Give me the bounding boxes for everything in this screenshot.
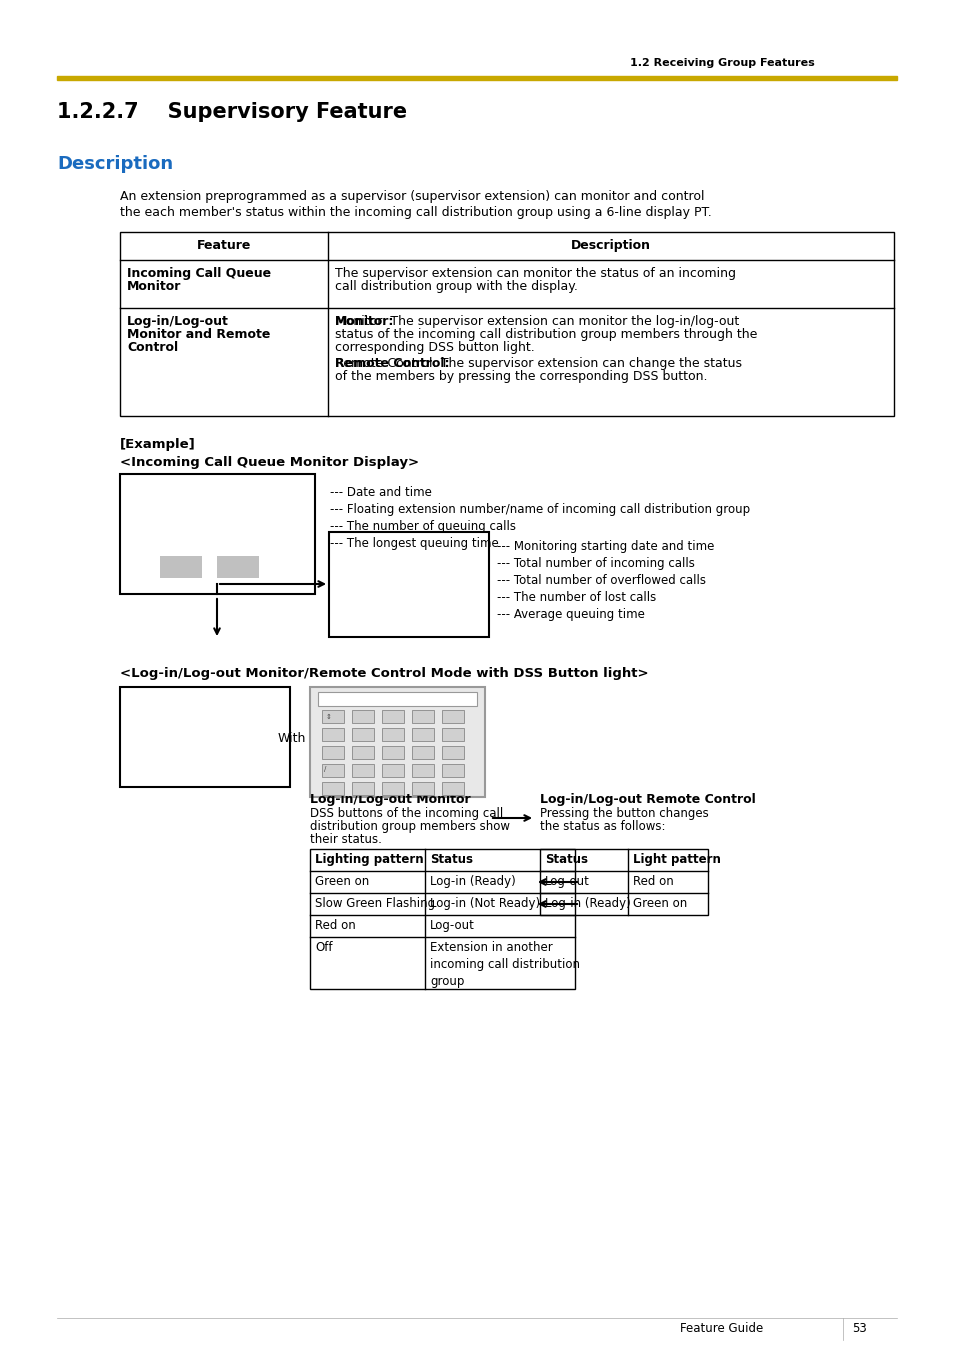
Text: --- Date and time: --- Date and time — [330, 486, 432, 499]
Text: --- Floating extension number/name of incoming call distribution group: --- Floating extension number/name of in… — [330, 503, 749, 516]
Text: --- The number of lost calls: --- The number of lost calls — [497, 590, 656, 604]
Text: <Incoming Call Queue Monitor Display>: <Incoming Call Queue Monitor Display> — [120, 457, 418, 469]
Bar — [120, 688, 290, 788]
Bar — [322, 711, 344, 723]
Bar — [381, 782, 403, 794]
Bar — [412, 782, 434, 794]
Text: Remote Control: The supervisor extension can change the status: Remote Control: The supervisor extension… — [335, 357, 741, 370]
Text: distribution group members show: distribution group members show — [310, 820, 510, 834]
Text: Log-in/Log-out Remote Control: Log-in/Log-out Remote Control — [539, 793, 755, 807]
Text: <Log-in/Log-out Monitor/Remote Control Mode with DSS Button light>: <Log-in/Log-out Monitor/Remote Control M… — [120, 667, 648, 680]
Bar — [381, 711, 403, 723]
Bar — [322, 746, 344, 759]
Bar — [329, 532, 489, 638]
Text: --- Total number of incoming calls: --- Total number of incoming calls — [497, 557, 694, 570]
Text: Monitor and Remote: Monitor and Remote — [127, 328, 270, 340]
Text: of the members by pressing the corresponding DSS button.: of the members by pressing the correspon… — [335, 370, 707, 382]
Text: Red on: Red on — [633, 875, 673, 888]
Text: --- Monitoring starting date and time: --- Monitoring starting date and time — [497, 540, 714, 553]
Bar — [441, 765, 463, 777]
Text: Status: Status — [430, 852, 473, 866]
Text: Monitor:: Monitor: — [335, 315, 394, 328]
Text: Log-in (Ready): Log-in (Ready) — [544, 897, 630, 911]
Text: the status as follows:: the status as follows: — [539, 820, 665, 834]
Bar — [352, 711, 374, 723]
Text: --- The number of queuing calls: --- The number of queuing calls — [330, 520, 516, 534]
Text: Incoming Call Queue: Incoming Call Queue — [127, 267, 271, 280]
Bar — [381, 728, 403, 740]
Text: Off: Off — [314, 942, 333, 954]
Text: Monitor: The supervisor extension can monitor the log-in/log-out: Monitor: The supervisor extension can mo… — [335, 315, 739, 328]
Bar — [216, 557, 258, 578]
Text: the each member's status within the incoming call distribution group using a 6-l: the each member's status within the inco… — [120, 205, 711, 219]
Text: corresponding DSS button light.: corresponding DSS button light. — [335, 340, 535, 354]
Bar — [352, 746, 374, 759]
Text: An extension preprogrammed as a supervisor (supervisor extension) can monitor an: An extension preprogrammed as a supervis… — [120, 190, 703, 203]
Text: Log-out: Log-out — [544, 875, 589, 888]
Text: Log-in/Log-out: Log-in/Log-out — [127, 315, 229, 328]
Text: Slow Green Flashing: Slow Green Flashing — [314, 897, 435, 911]
Text: Remote Control:: Remote Control: — [335, 357, 449, 370]
Bar — [352, 765, 374, 777]
Text: --- The longest queuing time: --- The longest queuing time — [330, 536, 498, 550]
Bar — [322, 728, 344, 740]
Text: With: With — [277, 732, 306, 744]
Text: Feature Guide: Feature Guide — [679, 1323, 762, 1335]
Text: 1.2 Receiving Group Features: 1.2 Receiving Group Features — [629, 58, 814, 68]
Bar — [412, 728, 434, 740]
Text: The supervisor extension can monitor the status of an incoming: The supervisor extension can monitor the… — [335, 267, 735, 280]
Bar — [381, 765, 403, 777]
Bar — [310, 848, 575, 989]
Bar — [310, 688, 484, 797]
Bar — [412, 765, 434, 777]
Bar — [352, 782, 374, 794]
Text: Monitor: Monitor — [127, 280, 181, 293]
Bar — [57, 76, 896, 80]
Text: Description: Description — [57, 155, 172, 173]
Text: call distribution group with the display.: call distribution group with the display… — [335, 280, 578, 293]
Text: their status.: their status. — [310, 834, 381, 846]
Bar — [322, 765, 344, 777]
Bar — [160, 557, 202, 578]
Text: /: / — [324, 766, 326, 771]
Text: Light pattern: Light pattern — [633, 852, 720, 866]
Text: Log-out: Log-out — [430, 919, 475, 932]
Text: Pressing the button changes: Pressing the button changes — [539, 807, 708, 820]
Text: --- Total number of overflowed calls: --- Total number of overflowed calls — [497, 574, 705, 586]
Text: Green on: Green on — [633, 897, 686, 911]
Bar — [441, 728, 463, 740]
Text: Description: Description — [571, 239, 650, 253]
Bar — [322, 782, 344, 794]
Text: DSS buttons of the incoming call: DSS buttons of the incoming call — [310, 807, 503, 820]
Bar — [120, 474, 314, 594]
Bar — [381, 746, 403, 759]
Text: Extension in another
incoming call distribution
group: Extension in another incoming call distr… — [430, 942, 579, 988]
Bar — [539, 848, 707, 915]
Text: [Example]: [Example] — [120, 438, 195, 451]
Bar — [120, 232, 893, 416]
Text: Lighting pattern: Lighting pattern — [314, 852, 423, 866]
Text: 1.2.2.7    Supervisory Feature: 1.2.2.7 Supervisory Feature — [57, 101, 407, 122]
Text: 53: 53 — [851, 1323, 866, 1335]
Text: Control: Control — [127, 340, 178, 354]
Text: Log-in/Log-out Monitor: Log-in/Log-out Monitor — [310, 793, 470, 807]
Bar — [412, 746, 434, 759]
Bar — [412, 711, 434, 723]
Bar — [441, 711, 463, 723]
Text: status of the incoming call distribution group members through the: status of the incoming call distribution… — [335, 328, 757, 340]
Bar — [441, 782, 463, 794]
Text: Log-in (Not Ready): Log-in (Not Ready) — [430, 897, 539, 911]
Text: Status: Status — [544, 852, 587, 866]
Text: Red on: Red on — [314, 919, 355, 932]
Bar — [441, 746, 463, 759]
Text: --- Average queuing time: --- Average queuing time — [497, 608, 644, 621]
Text: Log-in (Ready): Log-in (Ready) — [430, 875, 516, 888]
Text: Feature: Feature — [196, 239, 251, 253]
Bar — [317, 692, 476, 707]
Text: $\Updownarrow$: $\Updownarrow$ — [324, 712, 332, 721]
Text: Green on: Green on — [314, 875, 369, 888]
Bar — [352, 728, 374, 740]
